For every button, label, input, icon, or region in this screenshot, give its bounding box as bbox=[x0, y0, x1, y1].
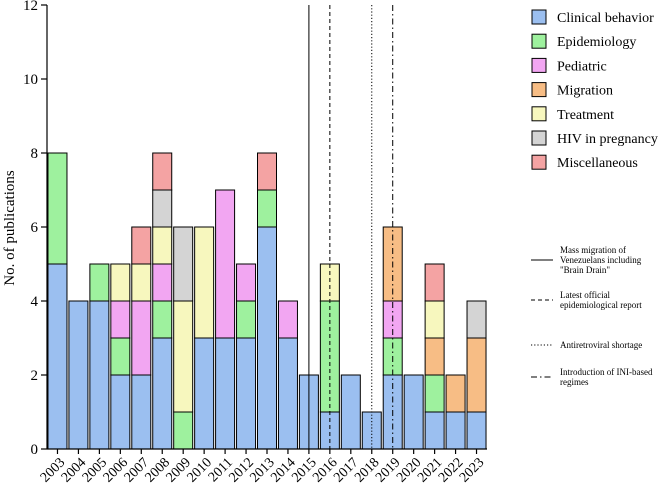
bar-segment bbox=[89, 263, 110, 302]
legend-swatch bbox=[531, 82, 547, 98]
x-axis: 2003200420052006200720082009201020112012… bbox=[38, 448, 487, 486]
legend-label: HIV in pregnancy bbox=[557, 132, 658, 147]
y-tick-label: 4 bbox=[31, 294, 39, 310]
bar-segment bbox=[152, 263, 173, 302]
annotation-label: Antiretroviral shortage bbox=[560, 340, 642, 350]
bar-segment bbox=[68, 300, 89, 450]
bar-segment bbox=[131, 374, 152, 450]
bar-segment bbox=[131, 263, 152, 302]
bar-segment bbox=[445, 374, 466, 413]
event-lines bbox=[308, 5, 394, 449]
bar-segment bbox=[257, 152, 277, 191]
bar-segment bbox=[236, 300, 257, 339]
y-axis: 0 2 4 6 8 10 12 bbox=[23, 0, 48, 458]
annotation-label: Mass migration of Venezuelans including "B… bbox=[560, 245, 642, 275]
bar-segment bbox=[194, 337, 215, 450]
bar-segment bbox=[424, 411, 445, 450]
bar-segment bbox=[110, 300, 131, 339]
bar-segment bbox=[215, 189, 236, 339]
legend-label: Pediatric bbox=[557, 59, 607, 74]
bar-segment bbox=[466, 411, 487, 450]
bar-segment bbox=[47, 263, 68, 450]
bar-segment bbox=[173, 300, 194, 413]
bar-segment bbox=[173, 411, 194, 450]
bar-segment bbox=[47, 152, 68, 265]
bar-segment bbox=[215, 337, 236, 450]
bar-segment bbox=[131, 226, 152, 265]
annotation-label: Introduction of INI-based regimes bbox=[560, 367, 653, 387]
bar-segment bbox=[110, 374, 131, 450]
event-annotations: Mass migration of Venezuelans including "B… bbox=[531, 245, 653, 387]
bar-segment bbox=[110, 337, 131, 376]
bar-segment bbox=[424, 337, 445, 376]
legend-label: Epidemiology bbox=[557, 35, 636, 50]
bar-segment bbox=[173, 226, 194, 302]
bar-segment bbox=[277, 337, 298, 450]
bar-segment bbox=[236, 337, 257, 450]
legend: Clinical behavior Epidemiology Pediatric Mi… bbox=[531, 9, 658, 171]
bar-segment bbox=[445, 411, 466, 450]
bar-segment bbox=[257, 226, 277, 450]
legend-swatch bbox=[531, 9, 547, 25]
y-tick-label: 0 bbox=[31, 442, 39, 458]
bar-segment bbox=[110, 263, 131, 302]
bar-segment bbox=[277, 300, 298, 339]
bar-segment bbox=[466, 300, 487, 339]
bar-segment bbox=[403, 374, 424, 450]
legend-label: Miscellaneous bbox=[557, 156, 638, 171]
bar-segment bbox=[424, 300, 445, 339]
bar-segment bbox=[236, 263, 257, 302]
y-tick-label: 2 bbox=[31, 368, 39, 384]
bar-segment bbox=[424, 374, 445, 413]
legend-swatch bbox=[531, 130, 547, 146]
annotation-label: Latest official epidemiological report bbox=[560, 290, 642, 310]
y-tick-label: 6 bbox=[31, 220, 39, 236]
bar-segment bbox=[152, 300, 173, 339]
bar-segment bbox=[257, 189, 277, 228]
bars bbox=[47, 152, 487, 450]
y-tick-label: 12 bbox=[23, 0, 38, 14]
bar-segment bbox=[152, 226, 173, 265]
legend-label: Treatment bbox=[557, 108, 614, 123]
bar-segment bbox=[466, 337, 487, 413]
y-tick-label: 8 bbox=[31, 146, 39, 162]
y-tick-label: 10 bbox=[23, 72, 38, 88]
legend-swatch bbox=[531, 154, 547, 170]
legend-swatch bbox=[531, 57, 547, 73]
bar-segment bbox=[131, 300, 152, 376]
legend-swatch bbox=[531, 106, 547, 122]
legend-label: Clinical behavior bbox=[557, 11, 654, 26]
bar-segment bbox=[319, 411, 340, 450]
y-axis-label: No. of publications bbox=[2, 170, 18, 286]
bar-segment bbox=[424, 263, 445, 302]
legend-label: Migration bbox=[557, 84, 613, 99]
legend-swatch bbox=[531, 33, 547, 49]
bar-segment bbox=[152, 337, 173, 450]
bar-segment bbox=[152, 189, 173, 228]
bar-segment bbox=[152, 152, 173, 191]
x-tick-label: 2023 bbox=[457, 455, 487, 485]
bar-segment bbox=[89, 300, 110, 450]
bar-segment bbox=[194, 226, 215, 339]
bar-segment bbox=[340, 374, 361, 450]
